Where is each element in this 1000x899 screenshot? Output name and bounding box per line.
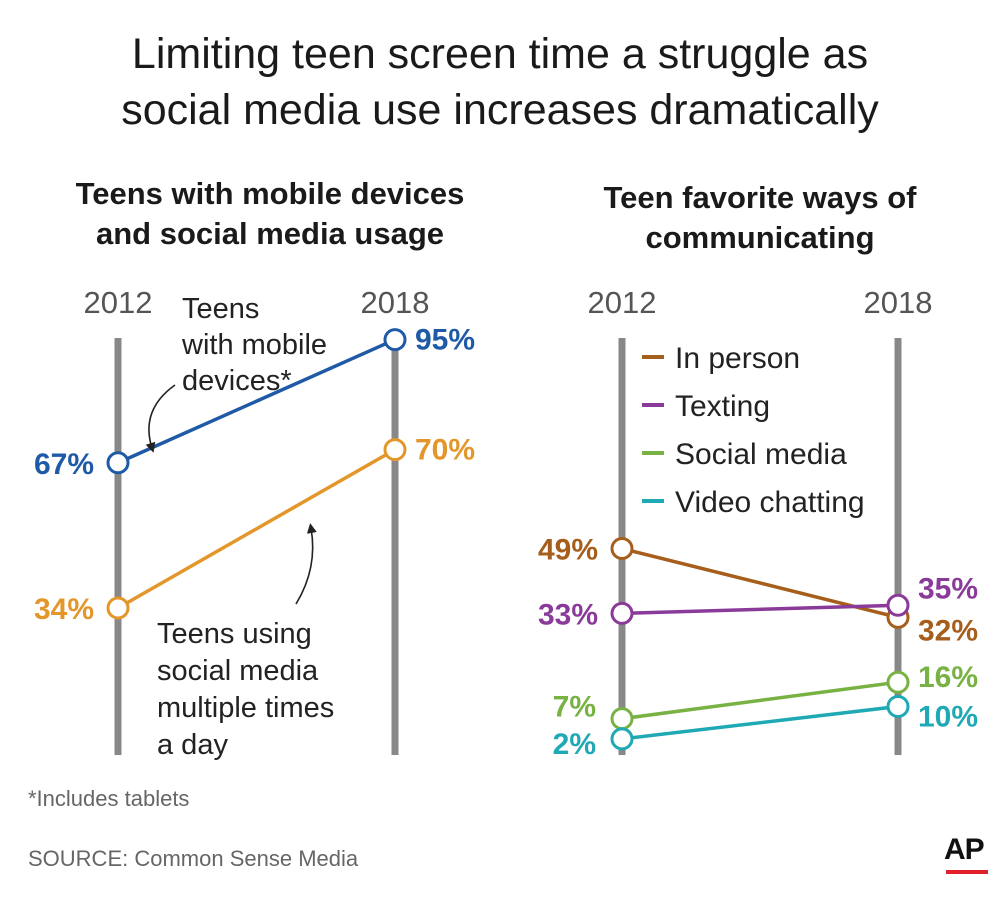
left-chart-subtitle-line-1: Teens with mobile devices <box>75 176 465 211</box>
label-social-media-2018: 16% <box>918 661 978 694</box>
ap-logo: AP <box>944 833 985 866</box>
label-social-usage-2012: 34% <box>34 593 94 626</box>
label-social-media-2012: 7% <box>553 691 596 724</box>
legend-label-in-person: In person <box>675 342 800 375</box>
series-social-media-point-2012 <box>610 707 634 731</box>
left-chart-subtitle: Teens with mobile devices and social med… <box>40 174 500 254</box>
annotation-mobile-arrow <box>145 384 176 453</box>
series-texting-line <box>621 603 899 616</box>
annotation-social-arrow <box>295 523 317 605</box>
series-social-media-usage-point-2012 <box>106 596 130 620</box>
annotation-social-line-4: a day <box>157 729 228 761</box>
label-texting-2012: 33% <box>538 598 598 631</box>
right-chart-subtitle: Teen favorite ways of communicating <box>540 178 980 258</box>
label-in-person-2018: 32% <box>918 614 978 647</box>
right-chart-subtitle-line-2: communicating <box>645 220 875 255</box>
source-note: SOURCE: Common Sense Media <box>28 846 359 871</box>
series-social-media-line <box>621 680 899 721</box>
annotation-social-line-3: multiple times <box>157 692 334 724</box>
annotation-mobile-line-3: devices* <box>182 365 292 397</box>
right-tick-label-2018: 2018 <box>864 285 933 320</box>
label-mobile-2012: 67% <box>34 448 94 481</box>
series-mobile-devices-line <box>117 338 396 465</box>
left-tick-label-2012: 2012 <box>84 285 153 320</box>
legend-label-texting: Texting <box>675 390 770 423</box>
annotation-mobile-line-2: with mobile <box>181 329 327 361</box>
right-chart-subtitle-line-1: Teen favorite ways of <box>603 180 917 215</box>
label-texting-2018: 35% <box>918 572 978 605</box>
legend-label-video-chatting: Video chatting <box>675 486 865 519</box>
series-mobile-devices-point-2018 <box>383 328 407 352</box>
left-tick-label-2018: 2018 <box>361 285 430 320</box>
legend-label-social-media: Social media <box>675 438 847 471</box>
label-in-person-2012: 49% <box>538 534 598 567</box>
series-video-chatting-point-2012 <box>610 727 634 751</box>
footnote: *Includes tablets <box>28 786 190 811</box>
series-social-media-usage-line <box>117 448 396 610</box>
annotation-social-line-2: social media <box>157 655 319 687</box>
series-social-media-usage-point-2018 <box>383 438 407 462</box>
chart-title: Limiting teen screen time a struggle as … <box>0 26 1000 138</box>
label-video-chatting-2018: 10% <box>918 701 978 734</box>
chart-title-line-2: social media use increases dramatically <box>121 86 879 134</box>
annotation-mobile-line-1: Teens <box>182 293 259 325</box>
series-video-chatting-point-2018 <box>886 695 910 718</box>
annotation-social-line-1: Teens using <box>157 618 312 650</box>
series-texting-point-2018 <box>886 593 910 617</box>
label-video-chatting-2012: 2% <box>553 728 596 761</box>
left-chart-subtitle-line-2: and social media usage <box>95 216 445 251</box>
series-texting-point-2012 <box>610 601 634 625</box>
label-mobile-2018: 95% <box>415 324 475 357</box>
series-in-person-point-2012 <box>610 537 634 561</box>
chart-title-line-1: Limiting teen screen time a struggle as <box>131 30 869 78</box>
ap-logo-underline <box>946 870 988 874</box>
label-social-usage-2018: 70% <box>415 434 475 467</box>
series-video-chatting-line <box>621 704 899 741</box>
series-social-media-point-2018 <box>886 670 910 694</box>
series-mobile-devices-point-2012 <box>106 451 130 475</box>
right-tick-label-2012: 2012 <box>588 285 657 320</box>
